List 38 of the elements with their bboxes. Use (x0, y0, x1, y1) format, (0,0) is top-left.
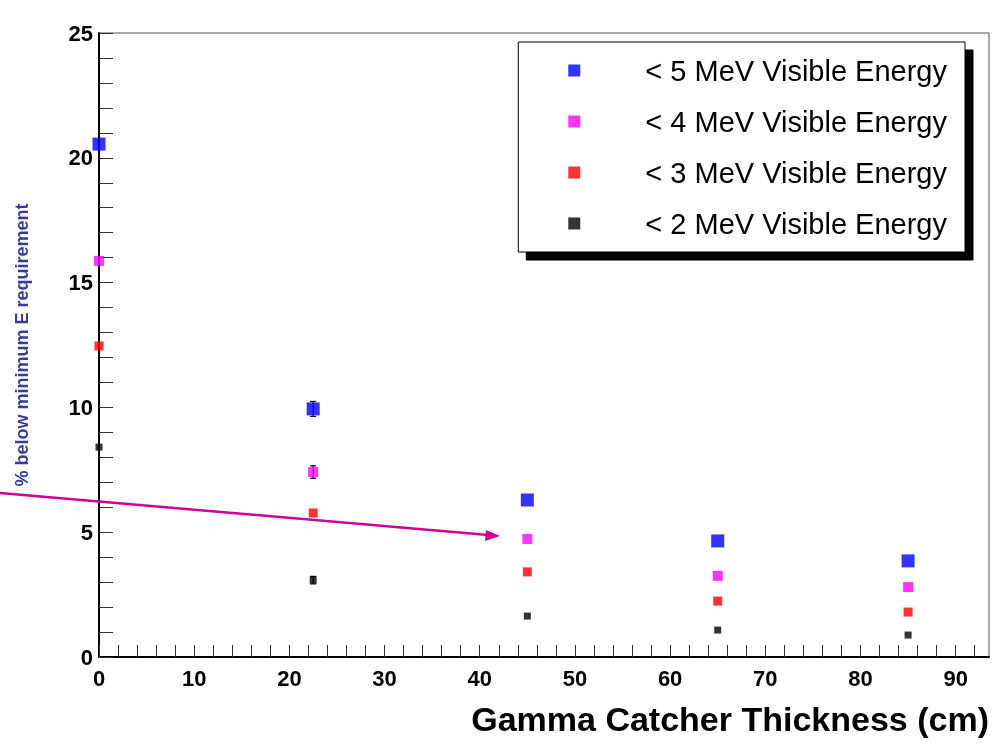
x-tick-label: 70 (753, 665, 778, 691)
x-tick-label: 60 (657, 665, 683, 691)
x-tick-label: 10 (181, 665, 207, 691)
point (713, 596, 723, 606)
point (94, 255, 104, 266)
y-tick-label: 0 (80, 644, 93, 670)
point (711, 534, 725, 548)
legend-label: < 5 MeV Visible Energy (645, 54, 948, 87)
point (523, 612, 531, 620)
y-tick-label: 20 (68, 145, 93, 171)
x-tick-label: 40 (467, 665, 492, 691)
x-tick-label: 50 (562, 665, 588, 691)
point (901, 554, 915, 568)
y-tick-label: 5 (80, 519, 93, 545)
legend-label: < 4 MeV Visible Energy (645, 105, 948, 138)
point (94, 341, 104, 351)
y-tick-label: 15 (68, 270, 93, 296)
y-tick-label: 25 (68, 20, 93, 46)
x-tick-label: 80 (848, 665, 873, 691)
point (520, 493, 534, 507)
point (92, 137, 106, 151)
x-tick-label: 90 (943, 665, 968, 691)
legend-label: < 2 MeV Visible Energy (645, 207, 948, 240)
point (522, 533, 533, 544)
point (522, 567, 532, 577)
point (308, 508, 318, 518)
x-tick-label: 20 (277, 665, 302, 691)
x-tick-label: 30 (372, 665, 397, 691)
legend-label: < 3 MeV Visible Energy (645, 156, 948, 189)
y-axis-title: % below minimum E requirement (12, 203, 32, 487)
point (714, 626, 722, 634)
point (904, 631, 912, 639)
point (712, 570, 723, 581)
y-tick-label: 10 (68, 394, 93, 420)
point (903, 607, 913, 617)
point (95, 443, 103, 451)
x-axis-title: Gamma Catcher Thickness (cm) (471, 700, 989, 738)
point (903, 582, 914, 593)
